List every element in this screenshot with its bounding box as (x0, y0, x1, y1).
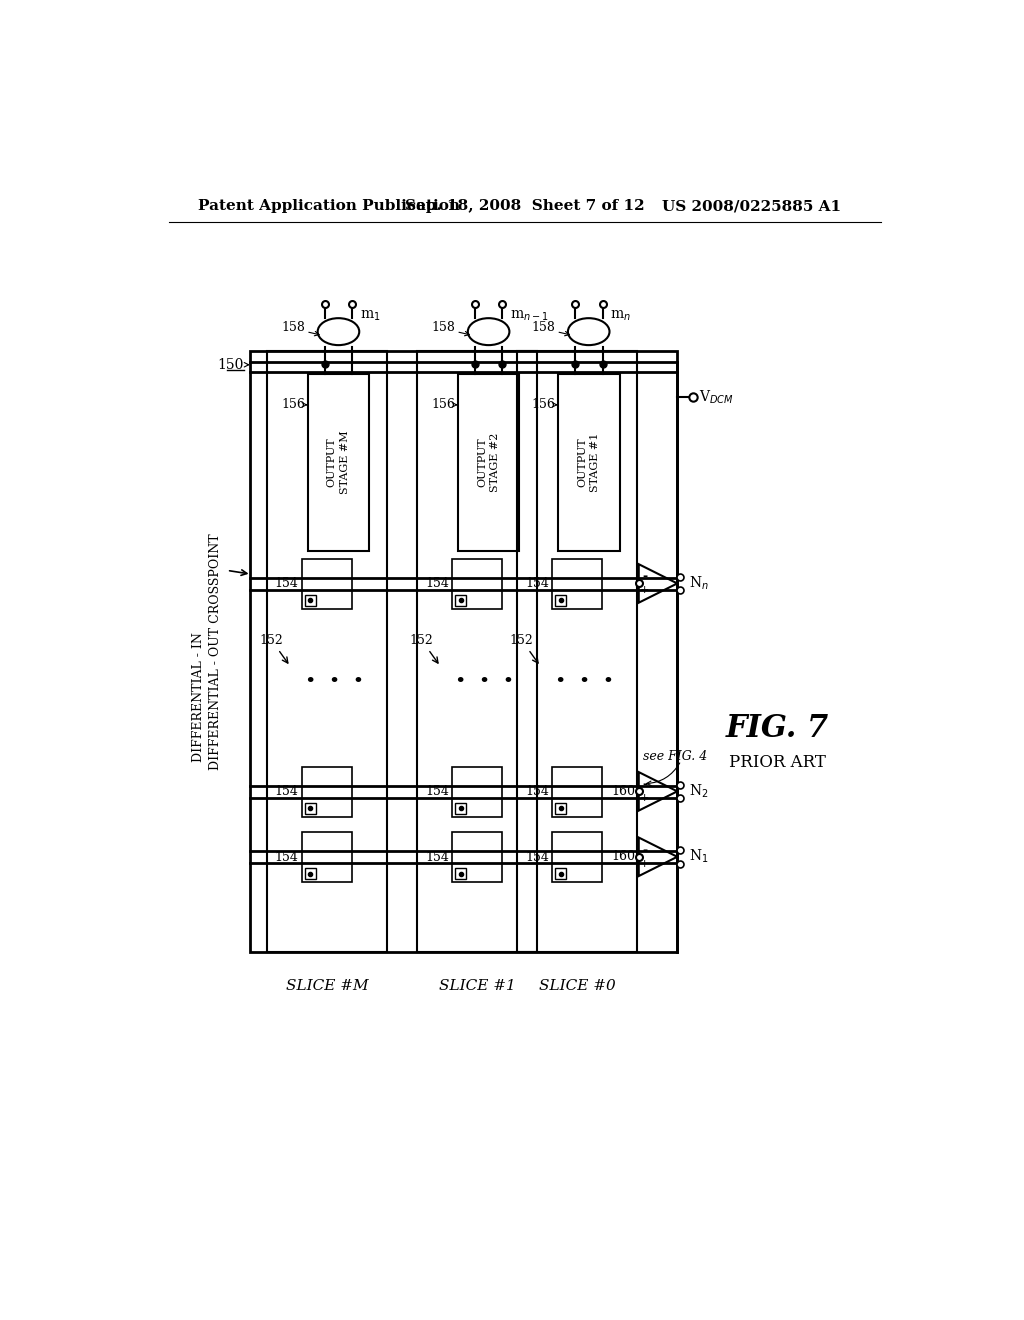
Bar (555, 803, 566, 813)
Bar (302, 832, 352, 882)
Text: FIG. 7: FIG. 7 (726, 713, 829, 743)
Text: DIFFERENTIAL - OUT CROSSPOINT: DIFFERENTIAL - OUT CROSSPOINT (209, 533, 222, 770)
Text: DIFFERENTIAL - IN: DIFFERENTIAL - IN (191, 632, 205, 763)
Bar (267, 351, 387, 952)
Bar (452, 832, 502, 882)
Text: OUTPUT
STAGE #2: OUTPUT STAGE #2 (477, 433, 500, 492)
Text: 154: 154 (274, 850, 299, 863)
Bar (452, 767, 502, 817)
Bar (455, 803, 466, 813)
Text: PRIOR ART: PRIOR ART (729, 754, 825, 771)
Text: N$_n$: N$_n$ (689, 574, 709, 593)
Text: 152: 152 (510, 634, 538, 663)
Text: N$_2$: N$_2$ (689, 783, 709, 800)
Text: •  •  •: • • • (305, 673, 365, 690)
Text: 154: 154 (274, 785, 299, 799)
Bar (517, 351, 637, 952)
Text: see FIG. 4: see FIG. 4 (643, 750, 707, 763)
Bar (552, 832, 602, 882)
Text: 154: 154 (525, 785, 549, 799)
Text: 154: 154 (274, 577, 299, 590)
Bar (302, 767, 352, 817)
Text: V$_{DCM}$: V$_{DCM}$ (698, 388, 733, 405)
Bar (552, 558, 602, 609)
Text: +: + (640, 858, 649, 869)
Text: •  •  •: • • • (555, 673, 614, 690)
Bar (455, 595, 466, 606)
Text: 154: 154 (525, 577, 549, 590)
Bar (305, 803, 315, 813)
Text: 152: 152 (410, 634, 438, 663)
Text: 154: 154 (425, 785, 449, 799)
Text: SLICE #0: SLICE #0 (539, 979, 615, 993)
Bar (305, 595, 315, 606)
Text: -: - (642, 777, 647, 791)
Bar (455, 869, 466, 879)
Text: 152: 152 (259, 634, 288, 663)
Text: +: + (640, 585, 649, 595)
Bar (555, 595, 566, 606)
Text: 160: 160 (611, 785, 636, 797)
Text: 156: 156 (531, 399, 556, 412)
Text: m$_n$: m$_n$ (610, 309, 631, 323)
Text: OUTPUT
STAGE #M: OUTPUT STAGE #M (327, 430, 350, 495)
Text: •  •  •: • • • (456, 673, 514, 690)
Bar (452, 558, 502, 609)
Text: 156: 156 (282, 399, 305, 412)
Bar (418, 351, 537, 952)
Text: m$_{n-1}$: m$_{n-1}$ (510, 309, 549, 323)
Text: -: - (642, 570, 647, 583)
Text: OUTPUT
STAGE #1: OUTPUT STAGE #1 (578, 433, 600, 492)
Text: m$_1$: m$_1$ (360, 309, 381, 323)
Text: Sep. 18, 2008  Sheet 7 of 12: Sep. 18, 2008 Sheet 7 of 12 (406, 199, 645, 213)
Text: Patent Application Publication: Patent Application Publication (199, 199, 461, 213)
Text: US 2008/0225885 A1: US 2008/0225885 A1 (662, 199, 841, 213)
Text: N$_1$: N$_1$ (689, 847, 709, 866)
Text: 154: 154 (525, 850, 549, 863)
Bar (558, 374, 620, 552)
Bar (305, 869, 315, 879)
Bar (552, 767, 602, 817)
Text: -: - (642, 843, 647, 857)
Text: +: + (640, 793, 649, 803)
Text: 158: 158 (432, 321, 456, 334)
Bar (302, 558, 352, 609)
Bar (307, 374, 370, 552)
Text: 150: 150 (217, 358, 244, 372)
Bar (250, 351, 677, 952)
Text: 154: 154 (425, 850, 449, 863)
Text: SLICE #1: SLICE #1 (438, 979, 515, 993)
Bar (458, 374, 519, 552)
Text: 158: 158 (282, 321, 305, 334)
Text: 158: 158 (531, 321, 556, 334)
Text: 154: 154 (425, 577, 449, 590)
Text: 156: 156 (432, 399, 456, 412)
Text: SLICE #M: SLICE #M (286, 979, 369, 993)
Text: 160: 160 (611, 850, 636, 863)
Bar (555, 869, 566, 879)
